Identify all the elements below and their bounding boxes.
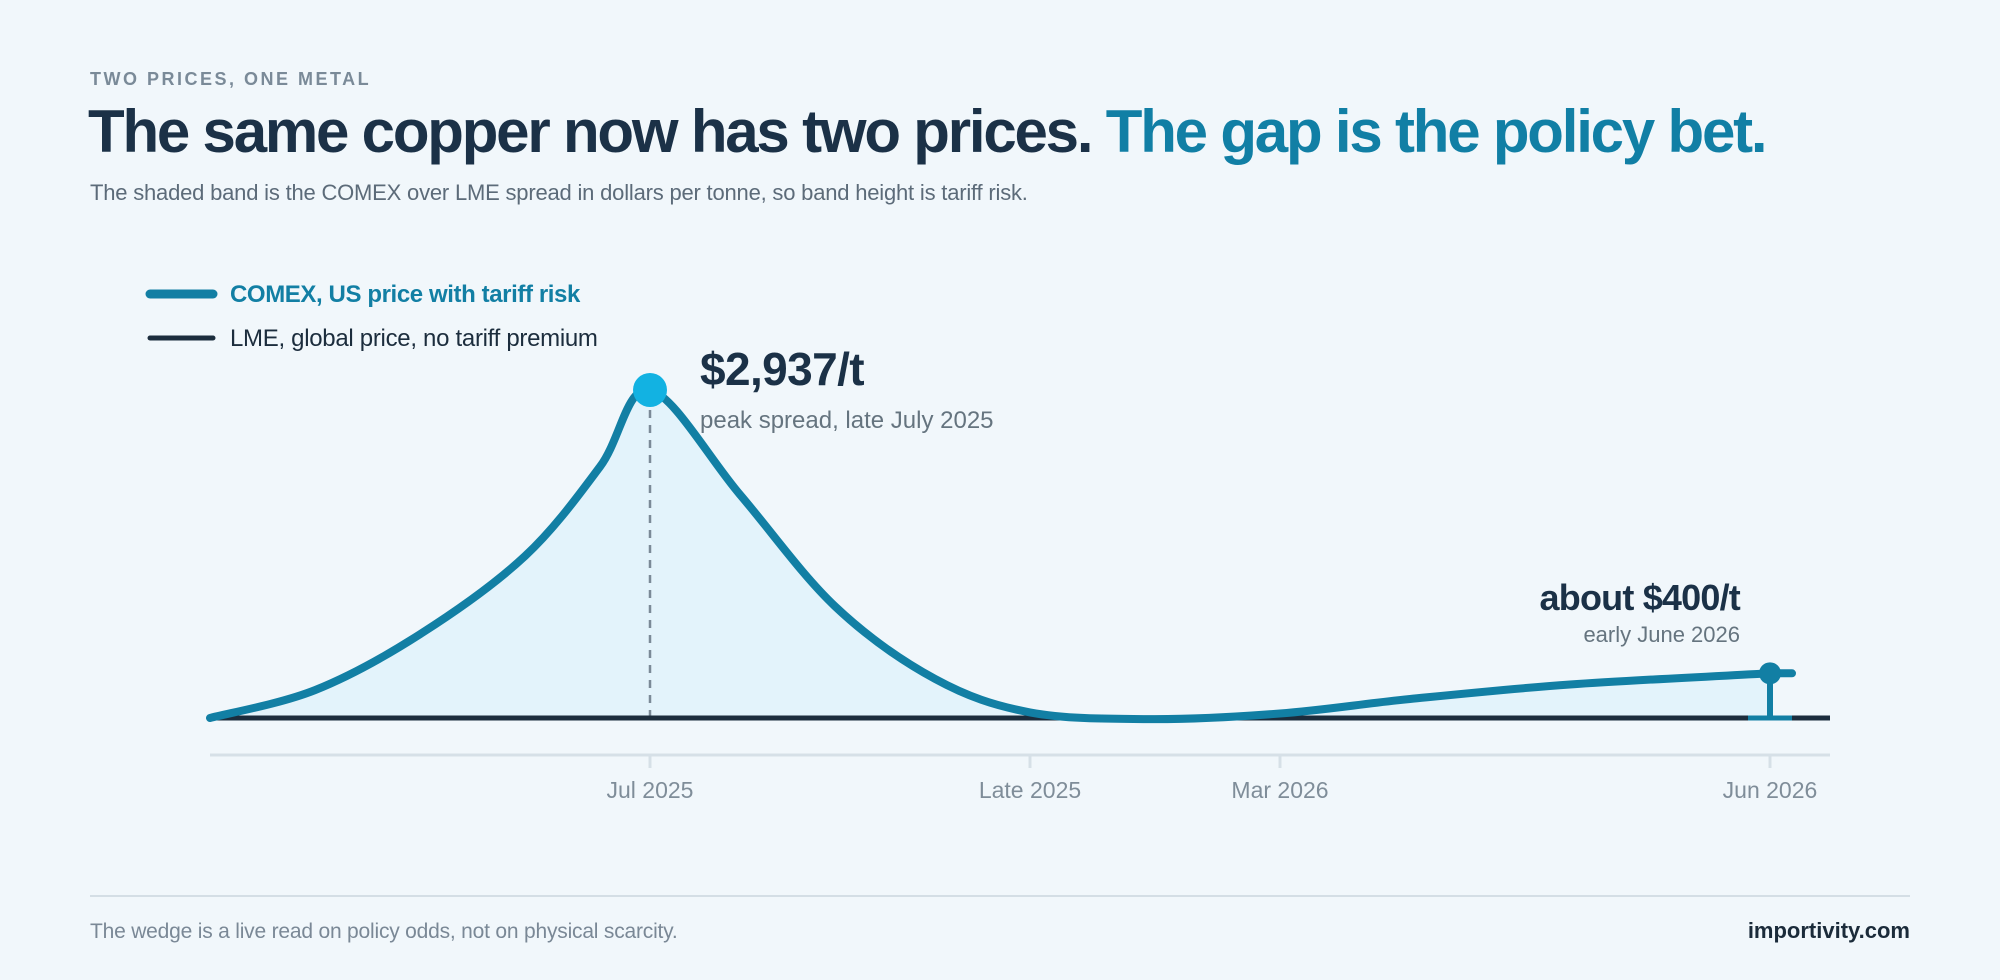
x-tick-label: Jun 2026 (1723, 777, 1818, 803)
x-tick-label: Mar 2026 (1231, 777, 1328, 803)
legend-label-comex: COMEX, US price with tariff risk (230, 281, 581, 308)
chart-headline: The same copper now has two prices. The … (88, 96, 1768, 168)
x-tick-label: Late 2025 (979, 777, 1081, 803)
brand-link[interactable]: importivity.com (1747, 918, 1910, 943)
peak-value-label: $2,937/t (700, 343, 864, 395)
spread-chart: COMEX, US price with tariff risk LME, gl… (145, 281, 1830, 803)
chart-subtitle: The shaded band is the COMEX over LME sp… (90, 180, 1028, 205)
peak-caption: peak spread, late July 2025 (700, 407, 994, 434)
peak-marker (633, 373, 667, 407)
footer-divider (90, 895, 1910, 897)
end-value-label: about $400/t (1540, 577, 1741, 618)
end-marker-dot (1759, 662, 1781, 685)
footer-note: The wedge is a live read on policy odds,… (90, 920, 678, 943)
x-tick-label: Jul 2025 (607, 777, 694, 803)
x-axis-ticks: Jul 2025 Late 2025 Mar 2026 Jun 2026 (607, 755, 1818, 803)
end-caption: early June 2026 (1583, 622, 1740, 647)
legend-label-lme: LME, global price, no tariff premium (230, 325, 598, 352)
chart-eyebrow: TWO PRICES, ONE METAL (90, 69, 372, 89)
headline-main: The same copper now has two prices. (88, 98, 1093, 165)
spread-band (210, 389, 1770, 720)
headline-accent: The gap is the policy bet. (1105, 98, 1768, 165)
end-spread-marker (1748, 662, 1792, 721)
comex-line (206, 385, 1796, 724)
chart-legend: COMEX, US price with tariff risk LME, gl… (145, 281, 598, 352)
